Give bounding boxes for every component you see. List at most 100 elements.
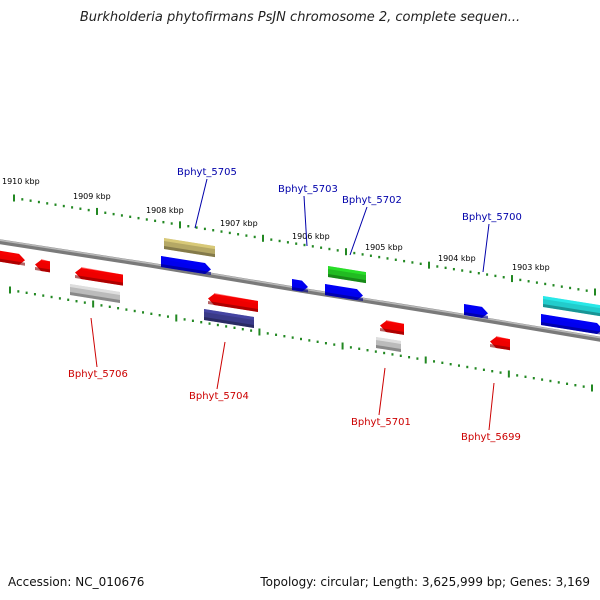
scale-minor-tick bbox=[71, 206, 74, 209]
scale-minor-tick bbox=[25, 291, 28, 294]
scale-minor-tick bbox=[250, 329, 253, 332]
scale-major-tick bbox=[175, 314, 178, 322]
scale-minor-tick bbox=[308, 339, 311, 342]
gene-olive[interactable] bbox=[164, 238, 215, 258]
scale-minor-tick bbox=[391, 353, 394, 356]
scale-minor-tick bbox=[383, 351, 386, 355]
gene-label-minus[interactable]: Bphyt_5704 bbox=[189, 391, 249, 402]
scale-major-tick bbox=[345, 248, 347, 256]
scale-minor-tick bbox=[469, 270, 472, 274]
scale-minor-tick bbox=[552, 284, 555, 287]
gene-bphyt-5703[interactable] bbox=[292, 279, 308, 293]
callout-line bbox=[194, 178, 208, 229]
gene-cyan[interactable] bbox=[543, 296, 600, 317]
scale-minor-tick bbox=[46, 202, 49, 205]
scale-minor-tick bbox=[295, 242, 298, 245]
scale-minor-tick bbox=[461, 269, 464, 272]
scale-minor-tick bbox=[408, 356, 411, 359]
scale-minor-tick bbox=[403, 259, 406, 263]
scale-label: 1905 kbp bbox=[365, 243, 403, 252]
scale-minor-tick bbox=[524, 375, 527, 378]
gene-bphyt-5704[interactable] bbox=[204, 309, 254, 328]
scale-minor-tick bbox=[286, 241, 289, 244]
scale-minor-tick bbox=[62, 204, 65, 208]
scale-minor-tick bbox=[142, 311, 145, 314]
scale-minor-tick bbox=[228, 231, 231, 235]
gene-blue-edge[interactable] bbox=[541, 314, 600, 335]
scale-minor-tick bbox=[582, 385, 585, 388]
callout-line bbox=[303, 195, 308, 247]
scale-minor-tick bbox=[441, 361, 444, 364]
scale-minor-tick bbox=[502, 276, 505, 279]
scale-minor-tick bbox=[145, 218, 148, 221]
scale-minor-tick bbox=[519, 278, 522, 282]
scale-label: 1909 kbp bbox=[73, 192, 111, 201]
scale-minor-tick bbox=[21, 198, 24, 201]
scale-minor-tick bbox=[544, 282, 547, 286]
scale-label: 1903 kbp bbox=[512, 263, 550, 272]
gene-bphyt-5699[interactable] bbox=[490, 336, 510, 351]
scale-label: 1908 kbp bbox=[146, 206, 184, 215]
gene-label-minus[interactable]: Bphyt_5699 bbox=[461, 432, 521, 443]
gene-rna[interactable] bbox=[328, 266, 366, 284]
gene-label-minus[interactable]: Bphyt_5701 bbox=[351, 417, 411, 428]
scale-minor-tick bbox=[324, 342, 327, 345]
gene-bphyt-5701-red[interactable] bbox=[380, 320, 404, 335]
scale-minor-tick bbox=[87, 208, 90, 212]
scale-minor-tick bbox=[535, 281, 538, 284]
scale-minor-tick bbox=[170, 222, 173, 225]
gene-label-plus[interactable]: Bphyt_5703 bbox=[278, 184, 338, 195]
gene-bphyt-5705[interactable] bbox=[161, 256, 211, 275]
scale-minor-tick bbox=[278, 239, 281, 243]
gene-bphyt-5706-red[interactable] bbox=[75, 267, 123, 286]
scale-minor-tick bbox=[104, 211, 107, 214]
scale-minor-tick bbox=[569, 286, 572, 290]
scale-minor-tick bbox=[108, 305, 111, 308]
gene-label-minus[interactable]: Bphyt_5706 bbox=[68, 369, 128, 380]
scale-minor-tick bbox=[225, 325, 228, 328]
scale-minor-tick bbox=[208, 322, 211, 325]
scale-minor-tick bbox=[474, 367, 477, 370]
gene-bphyt-5701[interactable] bbox=[376, 337, 401, 352]
scale-minor-tick bbox=[245, 234, 248, 237]
scale-minor-tick bbox=[486, 273, 489, 276]
scale-major-tick bbox=[258, 328, 261, 336]
gene-bphyt-5706[interactable] bbox=[70, 284, 120, 303]
scale-minor-tick bbox=[541, 378, 544, 381]
scale-minor-tick bbox=[560, 285, 563, 288]
callout-line bbox=[349, 206, 368, 256]
scale-minor-tick bbox=[42, 294, 45, 297]
scale-minor-tick bbox=[50, 295, 53, 299]
gene-bphyt-5702[interactable] bbox=[325, 284, 363, 302]
scale-minor-tick bbox=[336, 249, 339, 252]
scale-minor-tick bbox=[191, 319, 194, 322]
gene-label-plus[interactable]: Bphyt_5705 bbox=[177, 167, 237, 178]
scale-label: 1907 kbp bbox=[220, 219, 258, 228]
scale-minor-tick bbox=[17, 290, 20, 293]
scale-major-tick bbox=[262, 234, 264, 242]
scale-minor-tick bbox=[557, 381, 560, 384]
scale-minor-tick bbox=[585, 289, 588, 292]
scale-minor-tick bbox=[75, 300, 78, 303]
scale-minor-tick bbox=[449, 363, 452, 366]
scale-minor-tick bbox=[369, 254, 372, 257]
scale-minor-tick bbox=[419, 262, 422, 265]
scale-minor-tick bbox=[166, 315, 169, 318]
gene-label-plus[interactable]: Bphyt_5700 bbox=[462, 212, 522, 223]
gene-label-plus[interactable]: Bphyt_5702 bbox=[342, 195, 402, 206]
gene-red-edge[interactable] bbox=[0, 250, 25, 266]
scale-minor-tick bbox=[200, 321, 203, 324]
gene-red-mid[interactable] bbox=[208, 293, 258, 312]
scale-major-tick bbox=[341, 342, 344, 350]
scale-major-tick bbox=[96, 207, 98, 215]
scale-minor-tick bbox=[112, 212, 115, 216]
scale-minor-tick bbox=[482, 368, 485, 371]
gene-bphyt-5700[interactable] bbox=[464, 304, 488, 319]
gene-red-small[interactable] bbox=[35, 259, 50, 273]
scale-minor-tick bbox=[241, 328, 244, 331]
scale-minor-tick bbox=[491, 370, 494, 373]
scale-minor-tick bbox=[549, 379, 552, 383]
scale-minor-tick bbox=[187, 225, 190, 228]
scale-minor-tick bbox=[195, 226, 198, 229]
